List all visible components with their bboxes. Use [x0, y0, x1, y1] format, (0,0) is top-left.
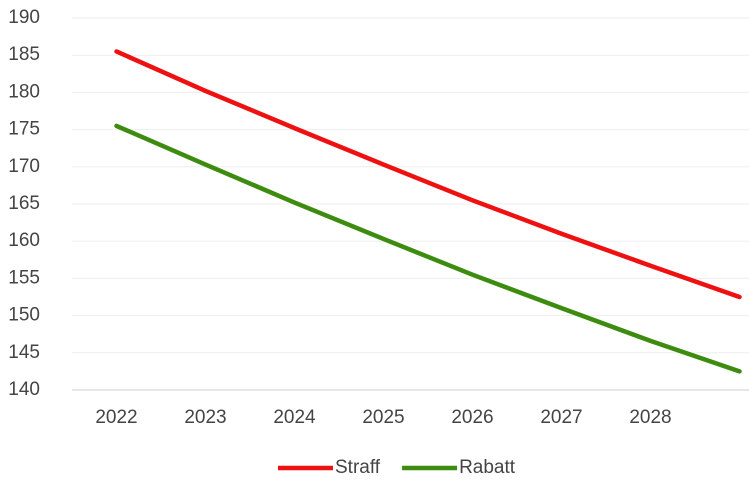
x-tick-label: 2025 [362, 407, 404, 428]
y-tick-label: 145 [8, 342, 40, 363]
series-line [114, 49, 742, 300]
x-tick-label: 2028 [629, 407, 671, 428]
y-tick-label: 160 [8, 230, 40, 251]
y-tick-label: 170 [8, 156, 40, 177]
y-tick-label: 155 [8, 267, 40, 288]
y-tick-label: 140 [8, 379, 40, 400]
x-tick-label: 2026 [451, 407, 493, 428]
legend-label: Straff [335, 457, 381, 478]
y-tick-label: 190 [8, 7, 40, 28]
y-tick-label: 175 [8, 119, 40, 140]
x-tick-label: 2024 [273, 407, 316, 428]
y-tick-label: 180 [8, 81, 40, 102]
x-tick-label: 2022 [95, 407, 137, 428]
legend-label: Rabatt [459, 457, 516, 478]
y-tick-label: 185 [8, 44, 40, 65]
x-tick-label: 2027 [540, 407, 582, 428]
x-tick-label: 2023 [184, 407, 226, 428]
series-line [114, 123, 742, 374]
y-tick-label: 165 [8, 193, 40, 214]
y-tick-label: 150 [8, 305, 40, 326]
